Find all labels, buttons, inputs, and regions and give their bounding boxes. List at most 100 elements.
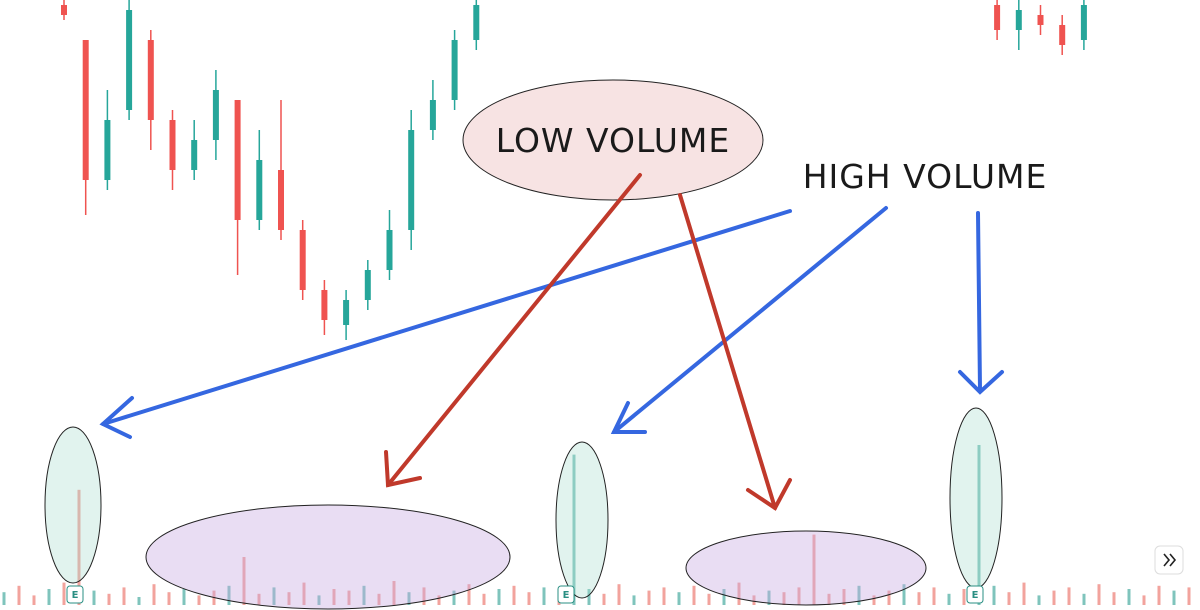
volume-bar (332, 589, 336, 605)
volume-bar (1067, 587, 1071, 605)
candle-body (1059, 25, 1066, 45)
annotation-shapes (44, 79, 1004, 610)
volume-bar (722, 589, 726, 605)
arrow (386, 173, 642, 487)
volume-bar (932, 587, 936, 605)
volume-bar (902, 584, 906, 605)
volume-bar (302, 582, 306, 605)
volume-bar (167, 592, 171, 605)
volume-bar (662, 587, 666, 605)
volume-bar (827, 593, 831, 605)
volume-bar (482, 593, 486, 605)
volume-bar (392, 581, 396, 605)
arrowhead (384, 450, 422, 488)
volume-bar (242, 557, 246, 605)
volume-bar (197, 595, 201, 605)
candle-body (82, 40, 89, 180)
candle-body (1015, 10, 1022, 30)
highlight-ellipse (555, 441, 609, 599)
volume-bar (542, 587, 546, 605)
volume-bar (17, 585, 21, 605)
annotation-label: LOW VOLUME (496, 121, 731, 160)
scroll-button[interactable] (1154, 545, 1184, 575)
volume-bar (62, 582, 66, 605)
candle-body (299, 230, 306, 290)
volume-bar (1082, 593, 1086, 605)
volume-bar (1097, 584, 1101, 605)
candle-body (278, 170, 284, 230)
volume-bar (527, 592, 531, 605)
highlight-ellipse (685, 530, 927, 606)
volume-bar (587, 589, 591, 605)
volume-bar (107, 593, 111, 605)
blue-arrows (99, 206, 1004, 439)
volume-bar (1157, 585, 1161, 605)
volume-bar (422, 587, 426, 605)
candle-body (429, 100, 436, 130)
volume-bar (257, 593, 261, 605)
arrowhead (610, 401, 647, 434)
volume-bar (707, 593, 711, 605)
volume-bar (857, 585, 861, 605)
volume-bar (182, 589, 186, 605)
volume-bar (872, 595, 876, 605)
event-label: E (972, 590, 979, 601)
volume-bar (137, 597, 141, 605)
volume-bar (842, 589, 846, 605)
candle-body (234, 100, 241, 220)
highlight-ellipse (145, 504, 511, 610)
volume-bar (767, 590, 771, 605)
volume-bar (977, 445, 981, 605)
volume-bar (737, 582, 741, 605)
candle-body (408, 130, 415, 230)
annotation-label: HIGH VOLUME (803, 157, 1048, 196)
red-arrows (384, 173, 792, 511)
candle-body (364, 270, 371, 300)
volume-bar (437, 595, 441, 605)
candle-body (61, 5, 67, 15)
volume-bar (572, 454, 576, 605)
volume-bar (1052, 590, 1056, 605)
event-badge (66, 585, 84, 604)
volume-bar (497, 589, 501, 605)
volume-bar (947, 593, 951, 605)
volume-bar (92, 590, 96, 605)
arrowhead (958, 370, 1004, 395)
volume-bar (752, 595, 756, 605)
volume-bar (1172, 590, 1176, 605)
volume-bar (1037, 595, 1041, 605)
candle-body (212, 90, 219, 140)
chevron (1169, 553, 1177, 567)
candle-body (147, 40, 154, 120)
candle-body (451, 40, 458, 100)
volume-bar (632, 595, 636, 605)
volume-bar (1007, 592, 1011, 605)
volume-bar (272, 587, 276, 605)
volume-bar (602, 593, 606, 605)
volume-bar (287, 592, 291, 605)
volume-bar (77, 489, 81, 605)
candle-body (343, 300, 350, 325)
volume-bar (992, 585, 996, 605)
candle-body (104, 120, 111, 180)
candle-body (994, 5, 1001, 30)
candle-body (386, 230, 393, 270)
volume-bar (467, 584, 471, 605)
volume-bar (377, 593, 381, 605)
candle-body (1080, 5, 1087, 40)
arrow (678, 193, 777, 510)
volume-bar (452, 590, 456, 605)
chevron (1163, 553, 1171, 567)
price-pane (61, 0, 1087, 340)
volume-bar (317, 595, 321, 605)
label-bubble (462, 79, 764, 201)
event-badge (557, 585, 575, 604)
arrow (101, 209, 792, 426)
volume-bar (2, 592, 6, 605)
candle-body (256, 160, 263, 220)
volume-bar (917, 592, 921, 605)
volume-bar (617, 584, 621, 605)
volume-bar (1022, 582, 1026, 605)
volume-bar (407, 592, 411, 605)
